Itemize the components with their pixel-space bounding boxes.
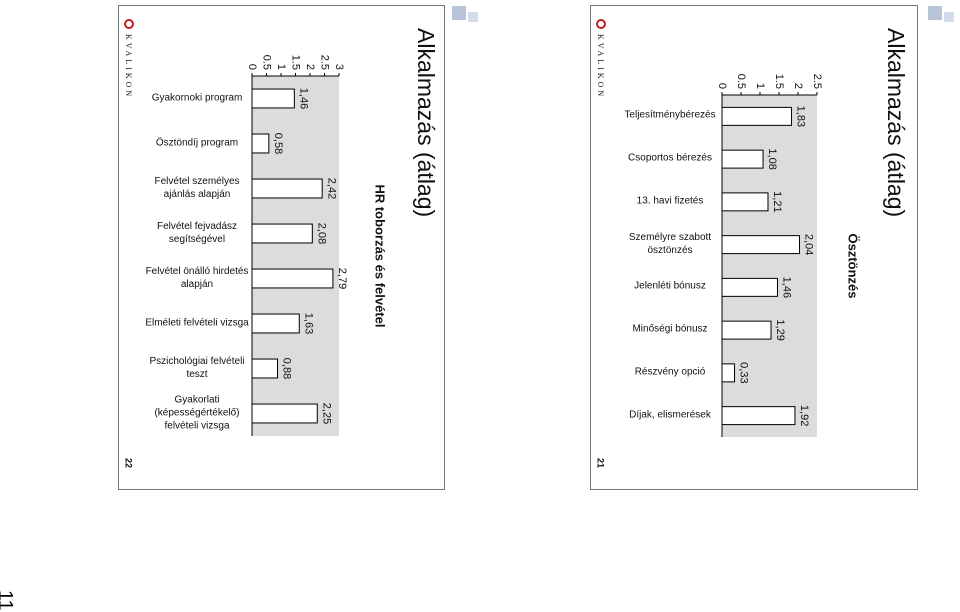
y-tick-label: 0 xyxy=(246,64,258,70)
x-tick-label: Felvétel személyes ajánlás alapján xyxy=(154,175,240,200)
x-tick-label: Minőségi bónusz xyxy=(632,323,708,335)
value-label: 2,25 xyxy=(320,403,332,424)
y-tick-label: 2.5 xyxy=(319,55,331,70)
value-label: 1,63 xyxy=(302,313,314,334)
decoration xyxy=(928,6,942,20)
bar xyxy=(721,192,769,212)
x-tick-label: Felvétel fejvadász segítségével xyxy=(156,220,238,245)
x-tick-label: Teljesítménybérezés xyxy=(624,109,716,121)
slide: Alkalmazás (átlag) Ösztönzés 0 0.5 1 1.5 2 2.5 1… xyxy=(590,5,918,490)
bar xyxy=(251,223,313,244)
bar xyxy=(721,106,793,126)
value-label: 1,29 xyxy=(774,319,786,340)
logo-icon xyxy=(596,19,606,29)
y-tick-label: 1 xyxy=(275,64,287,70)
logo: KVALIKON xyxy=(124,34,133,99)
plot-area xyxy=(252,76,339,436)
value-label: 1,46 xyxy=(781,277,793,298)
y-tick-label: 0.5 xyxy=(735,74,747,89)
value-label: 1,46 xyxy=(297,88,309,109)
y-tick-label: 2.5 xyxy=(811,74,823,89)
y-tick-label: 0 xyxy=(716,83,728,89)
slide-canvas: Alkalmazás (átlag) Ösztönzés 0 0.5 1 1.5 2 2.5 1… xyxy=(596,19,909,468)
value-label: 1,08 xyxy=(766,148,778,169)
y-tick-label: 1.5 xyxy=(290,55,302,70)
title: Alkalmazás (átlag) xyxy=(413,28,439,217)
logo-icon xyxy=(124,19,134,29)
bar xyxy=(251,133,270,154)
y-tick-label: 0.5 xyxy=(261,55,273,70)
chart-subtitle: HR toborzás és felvétel xyxy=(373,184,388,327)
y-tick-label: 2 xyxy=(792,83,804,89)
plot-area xyxy=(722,95,817,437)
decoration xyxy=(452,6,466,20)
bar xyxy=(251,403,318,424)
sheet-number: 11 xyxy=(0,590,16,611)
bar xyxy=(721,320,772,340)
bar xyxy=(721,149,764,169)
x-tick-label: Felvétel önálló hirdetés alapján xyxy=(145,265,249,290)
y-tick-label: 3 xyxy=(333,64,345,70)
x-tick-label: Gyakorlati (képességértékelő) felvételi … xyxy=(154,394,240,431)
value-label: 1,92 xyxy=(798,405,810,426)
slide: Alkalmazás (átlag) HR toborzás és felvéte… xyxy=(118,5,445,490)
x-tick-label: Részvény opció xyxy=(634,366,706,378)
value-label: 2,79 xyxy=(336,268,348,289)
value-label: 0,88 xyxy=(281,358,293,379)
bar xyxy=(251,178,323,199)
title: Alkalmazás (átlag) xyxy=(883,28,909,217)
value-label: 0,58 xyxy=(272,133,284,154)
bar xyxy=(721,235,801,255)
logo: KVALIKON xyxy=(596,34,605,99)
y-tick-label: 1 xyxy=(754,83,766,89)
value-label: 0,33 xyxy=(738,362,750,383)
page-number: 22 xyxy=(124,458,134,468)
x-tick-label: Csoportos bérezés xyxy=(628,152,712,164)
value-label: 1,21 xyxy=(771,191,783,212)
bar xyxy=(251,88,295,109)
value-label: 2,42 xyxy=(325,178,337,199)
page-number: 21 xyxy=(596,458,606,468)
decoration xyxy=(944,12,954,22)
value-label: 2,08 xyxy=(315,223,327,244)
x-tick-label: Jelenléti bónusz xyxy=(634,280,706,292)
y-tick-label: 2 xyxy=(304,64,316,70)
bar xyxy=(721,277,778,297)
decoration xyxy=(468,12,478,22)
x-tick-label: Ösztöndíj program xyxy=(155,137,239,148)
bar xyxy=(721,406,796,426)
x-tick-label: Személyre szabott ösztönzés xyxy=(628,231,712,256)
bar xyxy=(251,313,300,334)
bar xyxy=(251,268,334,289)
x-tick-label: Gyakornoki program xyxy=(151,92,243,103)
x-tick-label: Díjak, elismerések xyxy=(629,409,711,421)
bar xyxy=(721,363,736,383)
x-tick-label: Pszichológiai felvételi teszt xyxy=(149,355,245,380)
value-label: 1,83 xyxy=(795,106,807,127)
slide-canvas: Alkalmazás (átlag) HR toborzás és felvéte… xyxy=(124,19,439,468)
x-tick-label: Elméleti felvételi vizsga xyxy=(145,317,249,328)
x-tick-label: 13. havi fizetés xyxy=(636,195,704,207)
value-label: 2,04 xyxy=(803,234,815,255)
bar xyxy=(251,358,279,379)
chart-subtitle: Ösztönzés xyxy=(846,233,861,298)
y-tick-label: 1.5 xyxy=(773,74,785,89)
